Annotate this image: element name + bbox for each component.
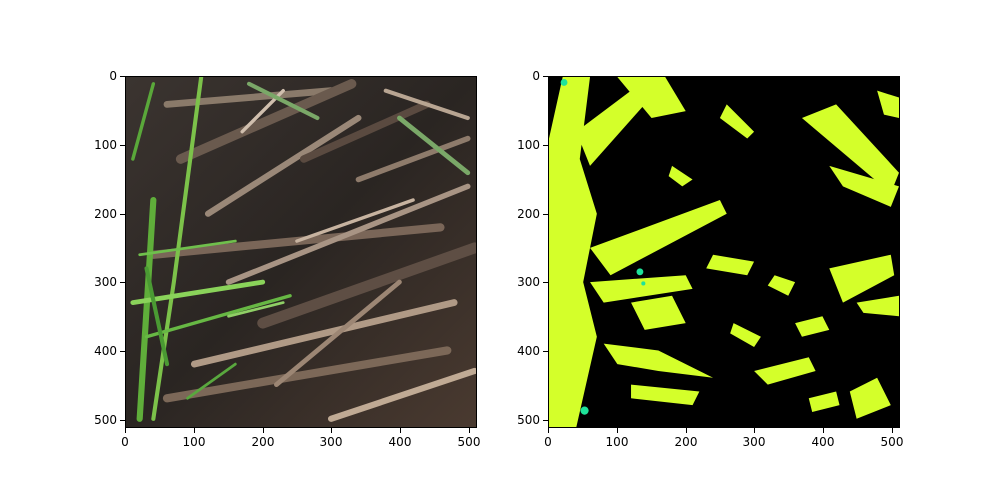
mask-panel (548, 76, 900, 428)
photo-panel (125, 76, 477, 428)
y-tick-label: 300 (517, 275, 540, 289)
y-tick-label: 0 (532, 69, 540, 83)
residue-photo (126, 77, 476, 427)
y-tick (120, 214, 125, 215)
x-tick (263, 428, 264, 433)
x-tick-label: 100 (182, 435, 206, 449)
x-tick (548, 428, 549, 433)
y-tick-label: 300 (94, 275, 117, 289)
y-tick-label: 0 (109, 69, 117, 83)
y-tick-label: 200 (94, 207, 117, 221)
y-tick (120, 351, 125, 352)
x-tick-label: 300 (319, 435, 343, 449)
y-tick (120, 282, 125, 283)
x-tick (194, 428, 195, 433)
x-tick-label: 100 (605, 435, 629, 449)
x-tick-label: 500 (880, 435, 904, 449)
x-tick (469, 428, 470, 433)
y-tick (543, 282, 548, 283)
x-tick-label: 400 (388, 435, 412, 449)
y-tick-label: 400 (517, 344, 540, 358)
y-tick (120, 76, 125, 77)
y-tick-label: 100 (517, 138, 540, 152)
y-tick (120, 420, 125, 421)
segmentation-mask (549, 77, 899, 427)
x-tick (125, 428, 126, 433)
y-tick (543, 351, 548, 352)
x-tick-label: 300 (742, 435, 766, 449)
x-tick (892, 428, 893, 433)
x-tick-label: 200 (251, 435, 275, 449)
y-tick (543, 76, 548, 77)
x-tick (331, 428, 332, 433)
x-tick-label: 0 (121, 435, 129, 449)
x-tick (686, 428, 687, 433)
x-tick (400, 428, 401, 433)
x-tick (823, 428, 824, 433)
x-tick-label: 200 (674, 435, 698, 449)
x-tick (754, 428, 755, 433)
y-tick (543, 145, 548, 146)
y-tick-label: 400 (94, 344, 117, 358)
y-tick (120, 145, 125, 146)
y-tick-label: 500 (94, 413, 117, 427)
x-tick-label: 0 (544, 435, 552, 449)
y-tick (543, 214, 548, 215)
y-tick (543, 420, 548, 421)
y-tick-label: 500 (517, 413, 540, 427)
x-tick-label: 400 (811, 435, 835, 449)
y-tick-label: 200 (517, 207, 540, 221)
x-tick (617, 428, 618, 433)
y-tick-label: 100 (94, 138, 117, 152)
x-tick-label: 500 (457, 435, 481, 449)
